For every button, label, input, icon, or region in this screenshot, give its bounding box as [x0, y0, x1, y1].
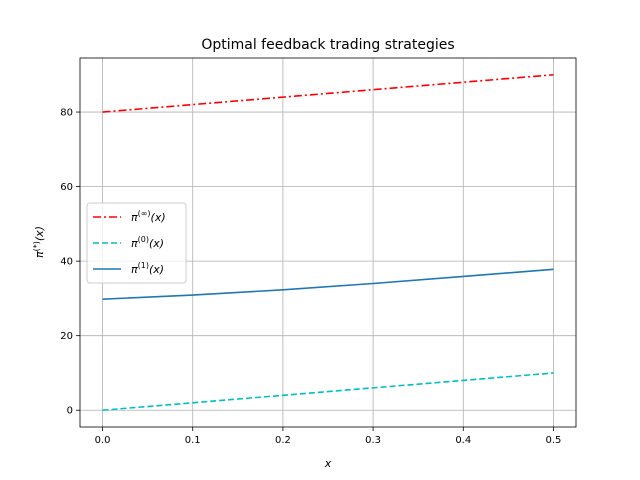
x-tick-label: 0.3: [365, 435, 381, 446]
y-tick-label: 40: [60, 257, 73, 268]
x-tick-label: 0.0: [95, 435, 111, 446]
series-layer: [102, 73, 554, 412]
x-tick-label: 0.1: [185, 435, 201, 446]
legend-label-2: π(1)(x): [131, 261, 164, 276]
y-tick-label: 0: [67, 406, 73, 417]
x-tick-label: 0.4: [455, 435, 471, 446]
x-axis-label: x: [324, 457, 332, 470]
y-axis-label-sup: (*): [32, 241, 41, 251]
series-line-1: [102, 372, 554, 412]
x-tick-label: 0.5: [546, 435, 562, 446]
series-line-0: [102, 73, 554, 113]
plot-frame: [79, 57, 577, 428]
y-axis-label-base: π: [33, 251, 46, 258]
y-tick-label: 80: [60, 108, 73, 119]
legend-box: [86, 202, 187, 284]
chart-title: Optimal feedback trading strategies: [201, 37, 454, 53]
y-axis-label: π(*)(x): [32, 226, 46, 258]
y-axis-label-arg: (x): [33, 226, 46, 241]
legend-label-1: π(0)(x): [131, 235, 164, 250]
x-tick-label: 0.2: [275, 435, 291, 446]
legend: π(∞)(x) π(0)(x) π(1)(x): [86, 202, 187, 284]
x-ticks: 0.0 0.1 0.2 0.3 0.4 0.5: [95, 427, 562, 446]
y-tick-label: 60: [60, 182, 73, 193]
series-line-2: [102, 268, 554, 300]
y-ticks: 0 20 40 60 80: [60, 108, 80, 417]
grid: [80, 58, 576, 427]
y-tick-label: 20: [60, 331, 73, 342]
legend-label-0: π(∞)(x): [131, 209, 166, 224]
